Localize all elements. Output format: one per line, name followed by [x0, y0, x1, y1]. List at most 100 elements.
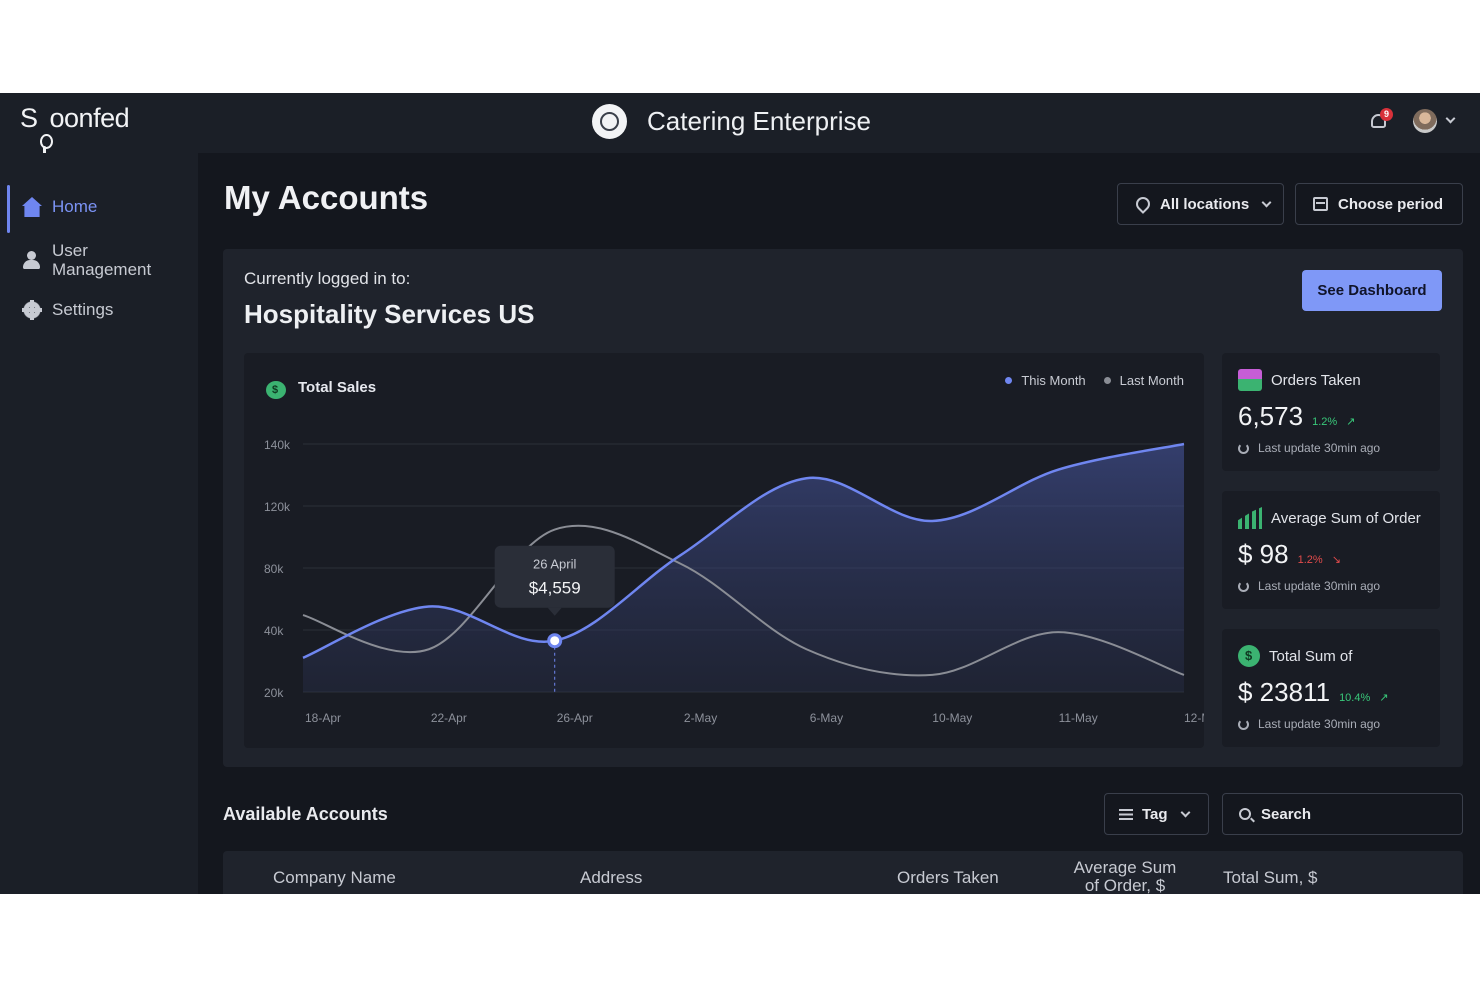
choose-period-button[interactable]: Choose period [1295, 183, 1463, 225]
stat-value-row: $ 98 1.2% ↘ [1238, 539, 1341, 570]
trend-up-icon: ↗ [1346, 416, 1356, 428]
y-tick-label: 140k [264, 438, 291, 452]
logged-in-account: Hospitality Services US [244, 299, 535, 329]
bell-icon [1371, 114, 1386, 128]
period-label: Choose period [1338, 195, 1444, 213]
tooltip-value: $4,559 [529, 579, 581, 598]
sidebar-item-user-management[interactable]: User Management [0, 238, 198, 282]
filter-icon [1119, 808, 1133, 820]
search-input[interactable]: Search [1222, 793, 1463, 835]
tooltip-arrow [547, 607, 562, 616]
y-tick-label: 120k [264, 500, 291, 514]
stat-value: $ 23811 [1238, 677, 1331, 707]
stat-value-row: $ 23811 10.4% ↗ [1238, 677, 1388, 708]
column-total-sum[interactable]: Total Sum, $ [1223, 868, 1318, 887]
x-tick-label: 26-Apr [557, 711, 593, 725]
legend-label: This Month [1021, 373, 1086, 388]
chevron-down-icon [1180, 807, 1191, 817]
search-placeholder: Search [1261, 805, 1312, 823]
stat-title: Total Sum of [1238, 645, 1352, 667]
main-content: My Accounts All locations Choose period … [198, 153, 1480, 894]
chart-title-text: Total Sales [298, 378, 377, 396]
home-icon [22, 197, 42, 217]
stat-update-text: Last update 30min ago [1258, 717, 1381, 731]
series-area-this-month [303, 444, 1184, 692]
trend-down-icon: ↘ [1331, 554, 1341, 566]
stat-title-text: Total Sum of [1269, 647, 1353, 665]
total-sales-chart: 140k 120k 80k 40k 20k 18-Apr 22-Apr 26-Apr 2-May… [244, 353, 1204, 748]
x-tick-label: 6-May [810, 711, 843, 725]
see-dashboard-button[interactable]: See Dashboard [1302, 270, 1442, 311]
avatar[interactable] [1413, 109, 1437, 133]
legend-dot [1103, 377, 1111, 384]
search-icon [1239, 808, 1251, 820]
location-pin-icon [1133, 194, 1153, 214]
chart-title: Total Sales [264, 375, 376, 399]
column-average-sum[interactable]: Average Sum of Order, $ [1073, 858, 1177, 895]
page-title: My Accounts [224, 179, 429, 216]
chart-legend: This Month Last Month [987, 373, 1184, 388]
tag-filter-dropdown[interactable]: Tag [1104, 793, 1209, 835]
sidebar-item-home[interactable]: Home [0, 185, 198, 233]
legend-label: Last Month [1119, 373, 1184, 388]
legend-item-this-month[interactable]: This Month [1005, 373, 1086, 388]
stat-update: Last update 30min ago [1238, 579, 1380, 593]
y-tick-label: 40k [264, 624, 284, 638]
refresh-icon [1238, 442, 1249, 454]
stat-title: Orders Taken [1238, 369, 1361, 391]
refresh-icon [1238, 718, 1249, 730]
refresh-icon [1238, 580, 1249, 592]
x-tick-label: 10-May [932, 711, 972, 725]
stat-title: Average Sum of Order [1238, 507, 1421, 529]
money-bag-icon [264, 375, 288, 399]
trend-up-icon: ↗ [1379, 692, 1389, 704]
tooltip-date: 26 April [533, 557, 576, 572]
series-line-last-month [302, 524, 1185, 677]
account-panel: Currently logged in to: Hospitality Serv… [223, 249, 1463, 767]
dollar-coin-icon [1238, 645, 1260, 667]
stat-title-text: Orders Taken [1271, 371, 1361, 389]
y-tick-label: 80k [264, 562, 284, 576]
stat-title-text: Average Sum of Order [1271, 509, 1421, 527]
tag-label: Tag [1142, 805, 1168, 823]
stat-card-average-sum: Average Sum of Order $ 98 1.2% ↘ Last up… [1222, 491, 1440, 609]
locations-dropdown[interactable]: All locations [1117, 183, 1284, 225]
trend-down-badge: 1.2% [1297, 554, 1323, 566]
stat-value-row: 6,573 1.2% ↗ [1238, 401, 1355, 432]
x-tick-label: 12-May [1184, 711, 1204, 725]
gear-icon [22, 300, 42, 320]
column-orders-taken[interactable]: Orders Taken [897, 868, 999, 887]
trend-up-badge: 10.4% [1339, 692, 1371, 704]
locations-label: All locations [1160, 195, 1250, 213]
tooltip-box [494, 545, 615, 608]
box-icon [1238, 369, 1262, 391]
enterprise-icon [592, 103, 627, 139]
series-line-this-month [302, 442, 1185, 659]
notifications-button[interactable]: 9 [1369, 108, 1393, 133]
sales-chart-svg: 140k 120k 80k 40k 20k 18-Apr 22-Apr 26-Apr 2-May… [264, 438, 1204, 725]
notification-badge: 9 [1380, 108, 1393, 121]
chevron-down-icon[interactable] [1445, 113, 1456, 124]
x-tick-label: 11-May [1059, 711, 1098, 725]
calendar-icon [1313, 197, 1328, 211]
stat-update: Last update 30min ago [1238, 717, 1380, 731]
column-company-name[interactable]: Company Name [273, 868, 396, 887]
x-tick-label: 18-Apr [305, 711, 341, 725]
legend-item-last-month[interactable]: Last Month [1103, 373, 1184, 388]
sidebar-item-label: Home [52, 197, 98, 216]
sidebar-item-label: User Management [52, 241, 152, 279]
stat-value: 6,573 [1238, 401, 1304, 431]
bar-chart-icon [1238, 507, 1262, 529]
column-address[interactable]: Address [580, 868, 643, 887]
stat-card-orders-taken: Orders Taken 6,573 1.2% ↗ Last update 30… [1222, 353, 1440, 471]
available-accounts-title: Available Accounts [223, 804, 388, 824]
user-icon [22, 250, 42, 270]
legend-dot [1005, 377, 1013, 384]
stat-update: Last update 30min ago [1238, 441, 1380, 455]
sidebar-item-label: Settings [52, 300, 114, 319]
stat-value: $ 98 [1238, 539, 1289, 569]
sidebar-item-settings[interactable]: Settings [0, 288, 198, 332]
